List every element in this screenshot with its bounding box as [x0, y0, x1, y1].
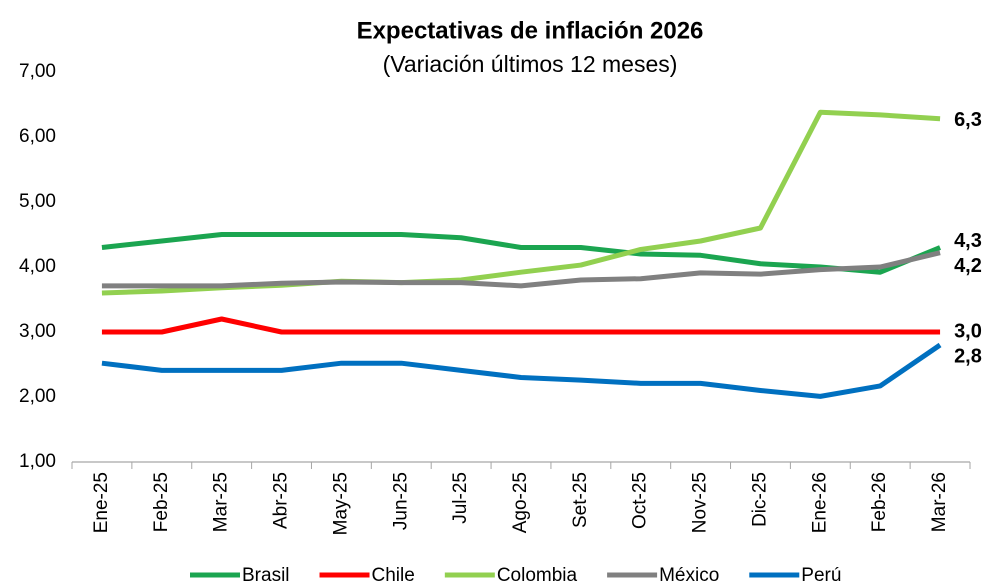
chart-title: Expectativas de inflación 2026 — [357, 17, 704, 44]
value-label: 6,3 — [954, 109, 982, 131]
x-tick-label: May-25 — [330, 472, 351, 535]
y-tick-label: 1,00 — [19, 451, 56, 472]
y-tick-label: 6,00 — [19, 126, 56, 147]
y-tick-label: 4,00 — [19, 256, 56, 277]
x-tick-label: Ene-26 — [809, 472, 830, 533]
x-tick-label: Oct-25 — [630, 472, 651, 529]
x-tick-label: Dic-25 — [749, 472, 770, 527]
x-tick-label: Ene-25 — [91, 472, 112, 533]
series-line — [101, 342, 942, 399]
series-line — [101, 232, 942, 275]
legend-label: Chile — [372, 565, 415, 585]
x-tick-label: Nov-25 — [690, 472, 711, 533]
legend-label: Colombia — [497, 565, 578, 585]
y-tick-label: 5,00 — [19, 191, 56, 212]
x-tick-label: Ago-25 — [510, 472, 531, 533]
legend-label: Brasil — [242, 565, 290, 585]
x-tick-label: Feb-25 — [151, 472, 172, 532]
chart-subtitle: (Variación últimos 12 meses) — [383, 51, 678, 77]
x-tick-label: Mar-26 — [929, 472, 950, 532]
x-tick-label: Mar-25 — [211, 472, 232, 532]
x-tick-label: Abr-25 — [271, 472, 292, 529]
value-label: 4,3 — [954, 230, 982, 252]
value-label: 4,2 — [954, 255, 982, 277]
x-tick-label: Jun-25 — [390, 472, 411, 530]
x-tick-label: Jul-25 — [450, 472, 471, 524]
legend-label: México — [659, 565, 719, 585]
y-tick-label: 3,00 — [19, 321, 56, 342]
series-line — [101, 250, 941, 289]
legend-label: Perú — [801, 565, 841, 585]
value-label: 2,8 — [954, 345, 982, 367]
value-label: 3,0 — [954, 320, 982, 342]
y-tick-label: 2,00 — [19, 386, 56, 407]
x-tick-label: Set-25 — [570, 472, 591, 528]
y-tick-label: 7,00 — [19, 61, 56, 82]
x-tick-label: Feb-26 — [869, 472, 890, 532]
series-line — [101, 316, 941, 335]
